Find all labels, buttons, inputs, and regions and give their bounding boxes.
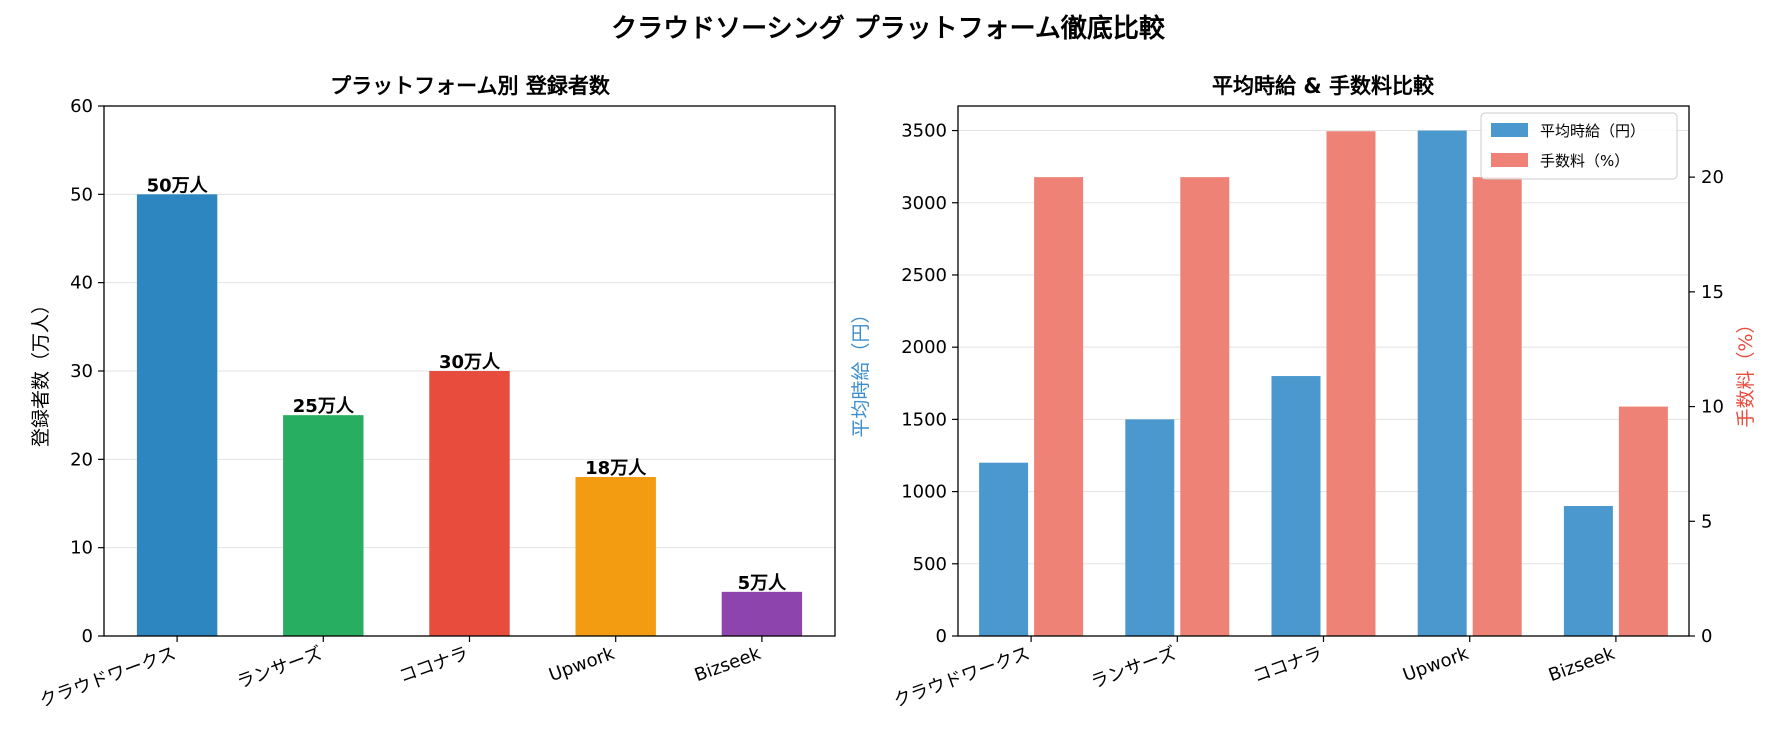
x-tick-label: Bizseek xyxy=(1546,643,1618,686)
y-left-tick-label: 1500 xyxy=(901,409,947,430)
x-tick-label: Upwork xyxy=(546,643,618,686)
y-left-tick-label: 0 xyxy=(936,626,947,647)
registrations-chart: 50万人 25万人 30万人 18万人 5万人 0 10 20 30 40 50 60 クラウドワー… xyxy=(30,74,836,712)
bar xyxy=(575,477,656,636)
figure-title: クラウドソーシング プラットフォーム徹底比較 xyxy=(611,13,1166,44)
registrations-data-labels: 50万人 25万人 30万人 18万人 5万人 xyxy=(147,175,788,594)
y-tick-label: 30 xyxy=(70,361,93,382)
wage-fee-chart: 0 500 1000 1500 2000 2500 3000 3500 0 5 10 15 20 クラ… xyxy=(850,74,1757,712)
data-label: 25万人 xyxy=(293,396,355,417)
wage-bar xyxy=(979,462,1029,636)
registrations-y-axis-label: 登録者数（万人） xyxy=(30,295,52,447)
y-left-tick-label: 2500 xyxy=(901,265,947,286)
y-left-tick-label: 1000 xyxy=(901,482,947,503)
y-right-tick-label: 0 xyxy=(1701,626,1712,647)
y-tick-label: 0 xyxy=(82,626,93,647)
y-left-tick-label: 3000 xyxy=(901,193,947,214)
fee-y-axis-label: 手数料（%） xyxy=(1735,314,1757,427)
x-tick-label: クラウドワークス xyxy=(37,643,179,712)
wage-y-axis-label: 平均時給（円） xyxy=(850,304,872,437)
y-tick-label: 60 xyxy=(70,96,93,117)
legend-frame xyxy=(1480,112,1678,180)
y-left-tick-label: 3500 xyxy=(901,121,947,142)
wage-fee-chart-title: 平均時給 & 手数料比較 xyxy=(1212,74,1435,98)
x-tick-label: ランサーズ xyxy=(234,643,325,693)
wage-y-ticks: 0 500 1000 1500 2000 2500 3000 3500 xyxy=(901,121,958,647)
y-left-tick-label: 500 xyxy=(913,554,947,575)
y-right-tick-label: 10 xyxy=(1701,397,1724,418)
registrations-bars xyxy=(136,194,803,637)
x-tick-label: クラウドワークス xyxy=(891,643,1033,712)
registrations-chart-title: プラットフォーム別 登録者数 xyxy=(330,74,611,98)
y-right-tick-label: 5 xyxy=(1701,511,1712,532)
fee-y-ticks: 0 5 10 15 20 xyxy=(1689,167,1724,647)
data-label: 5万人 xyxy=(738,573,788,594)
x-tick-label: Bizseek xyxy=(692,643,764,686)
y-tick-label: 40 xyxy=(70,273,93,294)
wage-bar xyxy=(1125,419,1175,636)
bar xyxy=(721,591,803,636)
y-left-tick-label: 2000 xyxy=(901,337,947,358)
fee-bar xyxy=(1180,177,1230,636)
y-right-tick-label: 20 xyxy=(1701,167,1724,188)
legend-swatch-fee xyxy=(1491,153,1528,167)
data-label: 30万人 xyxy=(439,352,501,373)
y-tick-label: 20 xyxy=(70,449,93,470)
fee-bar xyxy=(1034,177,1084,636)
y-right-tick-label: 15 xyxy=(1701,282,1724,303)
legend-label-fee: 手数料（%） xyxy=(1540,152,1629,170)
wage-bar xyxy=(1417,130,1467,636)
bar xyxy=(136,194,218,637)
wage-bar xyxy=(1271,376,1321,636)
y-tick-label: 10 xyxy=(70,538,93,559)
x-tick-label: Upwork xyxy=(1400,643,1472,686)
fee-bar xyxy=(1326,131,1376,636)
x-tick-label: ココナラ xyxy=(1250,643,1325,687)
wage-fee-x-ticks: クラウドワークス ランサーズ ココナラ Upwork Bizseek xyxy=(891,636,1618,712)
x-tick-label: ココナラ xyxy=(396,643,471,687)
wage-bar xyxy=(1563,506,1613,636)
registrations-y-ticks: 0 10 20 30 40 50 60 xyxy=(70,96,104,647)
x-tick-label: ランサーズ xyxy=(1088,643,1179,693)
fee-bar xyxy=(1472,177,1522,636)
legend-label-wage: 平均時給（円） xyxy=(1540,122,1645,140)
data-label: 18万人 xyxy=(585,458,647,479)
fee-bar xyxy=(1618,406,1668,636)
wage-fee-bars xyxy=(979,130,1668,636)
bar xyxy=(283,415,364,636)
wage-fee-legend: 平均時給（円） 手数料（%） xyxy=(1480,112,1678,180)
bar xyxy=(429,371,510,636)
legend-swatch-wage xyxy=(1491,123,1528,137)
data-label: 50万人 xyxy=(147,175,209,196)
y-tick-label: 50 xyxy=(70,184,93,205)
registrations-x-ticks: クラウドワークス ランサーズ ココナラ Upwork Bizseek xyxy=(37,636,764,712)
